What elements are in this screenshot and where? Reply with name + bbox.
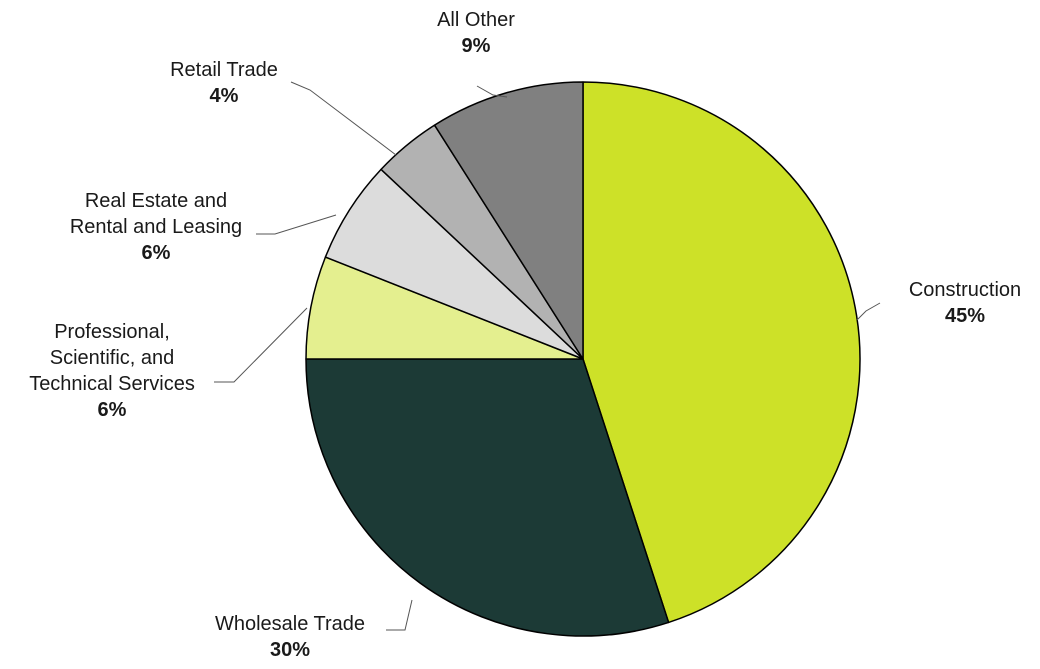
pie-slices: [305, 81, 861, 637]
slice-label-real-estate-and-rental-and-leasing: Real Estate and Rental and Leasing: [70, 190, 242, 238]
slice-labels: Construction 45% Wholesale Trade 30% Profess…: [29, 9, 1021, 661]
leader-line-wholesale-trade: [386, 599, 413, 631]
slice-label-professional-scientific-and-technical-services: Professional, Scientific, and Technical Se…: [29, 321, 195, 395]
slice-label-wholesale-trade: Wholesale Trade: [215, 613, 365, 635]
leader-line-professional-scientific-and-technical-services: [214, 307, 308, 383]
pie-slice-all-other: [433, 81, 584, 360]
slice-value-real-estate-and-rental-and-leasing: 6%: [142, 242, 171, 264]
slice-value-all-other: 9%: [462, 35, 491, 57]
pie-slice-wholesale-trade: [305, 358, 670, 637]
leader-line-retail-trade: [290, 81, 397, 156]
leader-lines: [214, 81, 881, 631]
slice-value-retail-trade: 4%: [210, 85, 239, 107]
slice-label-all-other: All Other: [437, 9, 515, 31]
slice-label-retail-trade: Retail Trade: [170, 59, 278, 81]
slice-value-wholesale-trade: 30%: [270, 639, 310, 661]
pie-slice-construction: [582, 81, 861, 624]
leader-line-all-other: [476, 85, 508, 98]
leader-line-real-estate-and-rental-and-leasing: [256, 214, 337, 235]
slice-label-construction: Construction: [909, 279, 1021, 301]
leader-line-construction: [856, 302, 881, 321]
slice-value-construction: 45%: [945, 305, 985, 327]
slice-value-professional-scientific-and-technical-services: 6%: [98, 399, 127, 421]
